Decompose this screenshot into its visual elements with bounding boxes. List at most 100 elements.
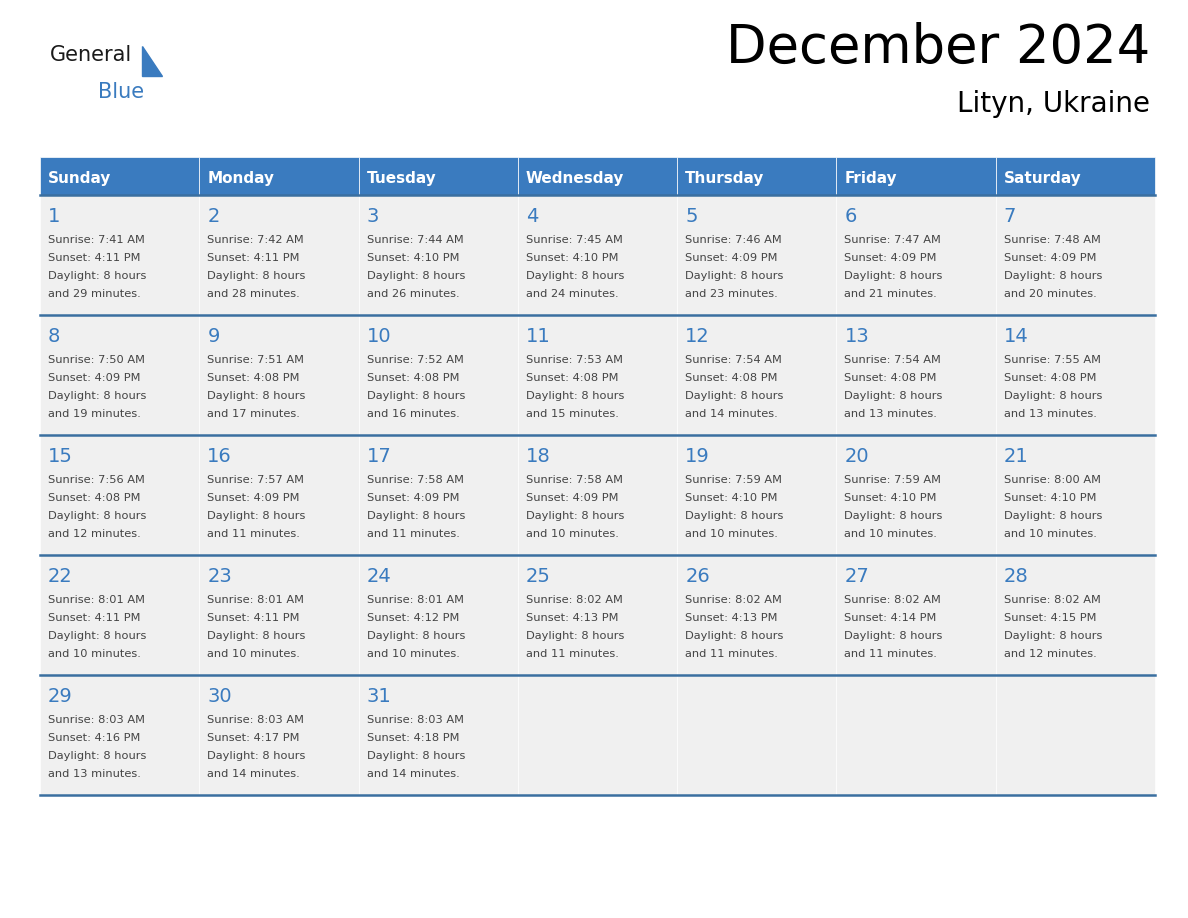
- Text: Sunset: 4:08 PM: Sunset: 4:08 PM: [526, 373, 619, 383]
- Bar: [518, 435, 677, 555]
- Bar: [836, 157, 996, 195]
- Text: Sunrise: 7:58 AM: Sunrise: 7:58 AM: [367, 475, 463, 485]
- Bar: [40, 315, 200, 435]
- Bar: [200, 315, 359, 435]
- Text: Daylight: 8 hours: Daylight: 8 hours: [48, 751, 146, 761]
- Text: and 26 minutes.: and 26 minutes.: [367, 289, 460, 299]
- Bar: [200, 555, 359, 675]
- Text: Tuesday: Tuesday: [367, 171, 436, 185]
- Bar: [518, 555, 677, 675]
- Text: Daylight: 8 hours: Daylight: 8 hours: [367, 271, 465, 281]
- Bar: [40, 195, 200, 315]
- Bar: [518, 195, 677, 315]
- Bar: [836, 675, 996, 795]
- Text: 4: 4: [526, 207, 538, 226]
- Text: and 11 minutes.: and 11 minutes.: [367, 529, 460, 539]
- Text: 22: 22: [48, 567, 72, 586]
- Text: Sunset: 4:11 PM: Sunset: 4:11 PM: [48, 253, 140, 263]
- Text: and 14 minutes.: and 14 minutes.: [207, 769, 301, 779]
- Text: Daylight: 8 hours: Daylight: 8 hours: [207, 391, 305, 401]
- Text: Daylight: 8 hours: Daylight: 8 hours: [685, 631, 784, 641]
- Text: Sunset: 4:12 PM: Sunset: 4:12 PM: [367, 613, 459, 623]
- Text: Sunrise: 8:01 AM: Sunrise: 8:01 AM: [48, 595, 145, 605]
- Text: Monday: Monday: [207, 171, 274, 185]
- Text: and 10 minutes.: and 10 minutes.: [1004, 529, 1097, 539]
- Text: and 10 minutes.: and 10 minutes.: [845, 529, 937, 539]
- Text: 27: 27: [845, 567, 870, 586]
- Text: Sunday: Sunday: [48, 171, 112, 185]
- Text: Sunset: 4:11 PM: Sunset: 4:11 PM: [48, 613, 140, 623]
- Text: and 17 minutes.: and 17 minutes.: [207, 409, 301, 419]
- Text: Sunrise: 8:03 AM: Sunrise: 8:03 AM: [367, 715, 463, 725]
- Text: 7: 7: [1004, 207, 1016, 226]
- Text: and 13 minutes.: and 13 minutes.: [48, 769, 141, 779]
- Text: Sunrise: 8:00 AM: Sunrise: 8:00 AM: [1004, 475, 1101, 485]
- Text: Daylight: 8 hours: Daylight: 8 hours: [207, 631, 305, 641]
- Text: Sunrise: 7:58 AM: Sunrise: 7:58 AM: [526, 475, 623, 485]
- Text: Sunset: 4:09 PM: Sunset: 4:09 PM: [207, 493, 299, 503]
- Text: Sunrise: 7:54 AM: Sunrise: 7:54 AM: [845, 355, 941, 365]
- Text: Sunset: 4:10 PM: Sunset: 4:10 PM: [526, 253, 619, 263]
- Text: Daylight: 8 hours: Daylight: 8 hours: [48, 391, 146, 401]
- Text: Daylight: 8 hours: Daylight: 8 hours: [207, 751, 305, 761]
- Text: and 15 minutes.: and 15 minutes.: [526, 409, 619, 419]
- Text: 3: 3: [367, 207, 379, 226]
- Text: Sunrise: 7:45 AM: Sunrise: 7:45 AM: [526, 235, 623, 245]
- Text: Sunset: 4:14 PM: Sunset: 4:14 PM: [845, 613, 937, 623]
- Text: Sunrise: 7:52 AM: Sunrise: 7:52 AM: [367, 355, 463, 365]
- Text: Sunrise: 7:41 AM: Sunrise: 7:41 AM: [48, 235, 145, 245]
- Bar: [677, 435, 836, 555]
- Bar: [996, 315, 1155, 435]
- Text: 14: 14: [1004, 327, 1029, 346]
- Text: 29: 29: [48, 687, 72, 706]
- Text: Sunrise: 7:44 AM: Sunrise: 7:44 AM: [367, 235, 463, 245]
- Bar: [359, 195, 518, 315]
- Text: and 11 minutes.: and 11 minutes.: [526, 649, 619, 659]
- Text: and 16 minutes.: and 16 minutes.: [367, 409, 460, 419]
- Text: Daylight: 8 hours: Daylight: 8 hours: [845, 271, 943, 281]
- Text: Sunset: 4:13 PM: Sunset: 4:13 PM: [685, 613, 778, 623]
- Text: Daylight: 8 hours: Daylight: 8 hours: [685, 271, 784, 281]
- Text: Sunset: 4:18 PM: Sunset: 4:18 PM: [367, 733, 459, 743]
- Bar: [40, 675, 200, 795]
- Text: Daylight: 8 hours: Daylight: 8 hours: [367, 631, 465, 641]
- Text: Daylight: 8 hours: Daylight: 8 hours: [845, 391, 943, 401]
- Text: Sunset: 4:09 PM: Sunset: 4:09 PM: [48, 373, 140, 383]
- Text: Sunset: 4:10 PM: Sunset: 4:10 PM: [367, 253, 459, 263]
- Bar: [200, 157, 359, 195]
- Text: Thursday: Thursday: [685, 171, 765, 185]
- Text: Daylight: 8 hours: Daylight: 8 hours: [685, 391, 784, 401]
- Text: 11: 11: [526, 327, 550, 346]
- Text: Daylight: 8 hours: Daylight: 8 hours: [526, 391, 624, 401]
- Bar: [677, 195, 836, 315]
- Text: and 10 minutes.: and 10 minutes.: [526, 529, 619, 539]
- Bar: [677, 675, 836, 795]
- Bar: [359, 157, 518, 195]
- Text: Sunset: 4:13 PM: Sunset: 4:13 PM: [526, 613, 619, 623]
- Bar: [996, 555, 1155, 675]
- Text: 19: 19: [685, 447, 710, 466]
- Text: Sunrise: 7:56 AM: Sunrise: 7:56 AM: [48, 475, 145, 485]
- Text: Daylight: 8 hours: Daylight: 8 hours: [48, 631, 146, 641]
- Bar: [836, 435, 996, 555]
- Text: Lityn, Ukraine: Lityn, Ukraine: [958, 90, 1150, 118]
- Text: Daylight: 8 hours: Daylight: 8 hours: [526, 511, 624, 521]
- Text: and 12 minutes.: and 12 minutes.: [48, 529, 140, 539]
- Text: Sunrise: 7:46 AM: Sunrise: 7:46 AM: [685, 235, 782, 245]
- Bar: [996, 157, 1155, 195]
- Text: Daylight: 8 hours: Daylight: 8 hours: [1004, 631, 1102, 641]
- Bar: [836, 315, 996, 435]
- Text: and 10 minutes.: and 10 minutes.: [685, 529, 778, 539]
- Text: Daylight: 8 hours: Daylight: 8 hours: [48, 271, 146, 281]
- Text: and 23 minutes.: and 23 minutes.: [685, 289, 778, 299]
- Text: 30: 30: [207, 687, 232, 706]
- Text: Daylight: 8 hours: Daylight: 8 hours: [367, 511, 465, 521]
- Text: General: General: [50, 45, 132, 65]
- Text: Daylight: 8 hours: Daylight: 8 hours: [1004, 391, 1102, 401]
- Text: 15: 15: [48, 447, 72, 466]
- Text: Sunrise: 7:47 AM: Sunrise: 7:47 AM: [845, 235, 941, 245]
- Text: Sunset: 4:08 PM: Sunset: 4:08 PM: [1004, 373, 1097, 383]
- Text: Sunrise: 8:02 AM: Sunrise: 8:02 AM: [845, 595, 941, 605]
- Text: and 20 minutes.: and 20 minutes.: [1004, 289, 1097, 299]
- Text: and 10 minutes.: and 10 minutes.: [367, 649, 460, 659]
